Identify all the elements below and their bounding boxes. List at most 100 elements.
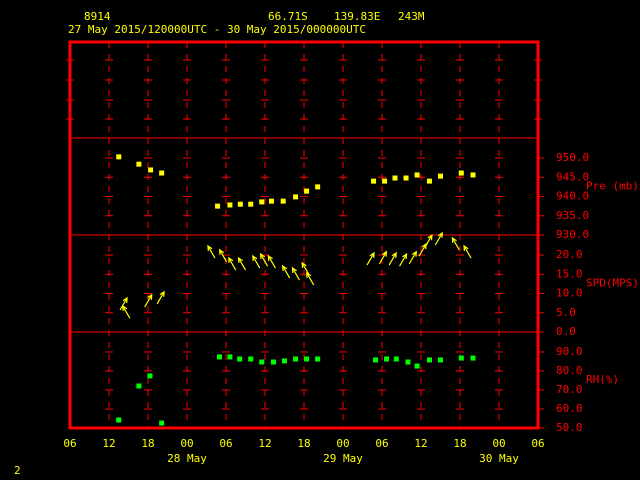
wind-arrow (366, 251, 375, 266)
y-tick-label: 60.0 (556, 402, 583, 415)
wind-arrow (207, 244, 216, 259)
x-tick-label: 18 (297, 437, 310, 450)
x-tick-label: 00 (492, 437, 505, 450)
x-tick-label: 06 (531, 437, 544, 450)
data-point (269, 198, 274, 204)
wind-arrow (259, 252, 269, 267)
page-number: 2 (14, 464, 21, 477)
data-point (270, 359, 276, 365)
y-tick-label: 15.0 (556, 267, 583, 280)
date-label: 28 May (167, 452, 207, 465)
x-tick-label: 00 (180, 437, 193, 450)
data-point (159, 420, 165, 426)
wind-arrow (122, 304, 131, 319)
wind-arrow (408, 250, 417, 265)
elevation: 243M (398, 10, 425, 23)
x-tick-label: 12 (258, 437, 271, 450)
y-tick-label: 20.0 (556, 248, 583, 261)
data-point (148, 167, 154, 173)
data-point (371, 178, 377, 184)
data-point (458, 170, 464, 176)
wind-arrow (434, 231, 443, 246)
data-point (403, 175, 409, 181)
wind-arrow (451, 236, 460, 251)
x-tick-label: 12 (414, 437, 427, 450)
wind-arrow (282, 264, 291, 279)
x-tick-label: 00 (336, 437, 349, 450)
wind-arrow (156, 290, 165, 305)
data-point (438, 173, 443, 179)
wind-arrow (463, 244, 472, 259)
wind-arrow (301, 261, 310, 276)
data-point (136, 161, 142, 167)
wind-arrow (388, 251, 397, 266)
wind-arrow (306, 271, 315, 286)
data-point (470, 355, 476, 361)
data-point (458, 355, 464, 361)
wind-arrow (218, 248, 228, 263)
data-point (304, 356, 310, 362)
data-point (259, 199, 265, 205)
wind-arrow (378, 250, 388, 265)
x-tick-label: 06 (63, 437, 76, 450)
date-label: 30 May (479, 452, 519, 465)
data-point (426, 357, 432, 363)
data-point (237, 356, 243, 362)
data-point (159, 170, 165, 176)
data-point (315, 356, 321, 362)
data-point (293, 356, 299, 362)
station-id: 8914 (84, 10, 111, 23)
data-point (280, 198, 286, 204)
wind-arrow (228, 256, 237, 271)
wind-arrow (267, 254, 276, 269)
wind-arrow (424, 233, 433, 248)
data-point (392, 175, 398, 181)
data-point (373, 357, 378, 363)
y-axis-label: RH(%) (586, 373, 619, 386)
y-tick-label: 70.0 (556, 383, 583, 396)
data-point (405, 359, 411, 365)
wind-arrow (418, 242, 427, 257)
y-tick-label: 50.0 (556, 421, 583, 434)
data-point (116, 154, 122, 160)
data-point (248, 356, 254, 362)
data-point (384, 356, 390, 362)
data-point (227, 202, 233, 208)
data-point (217, 354, 222, 360)
y-axis-label: SPD(MPS) (586, 277, 639, 290)
wind-arrow (237, 256, 247, 271)
data-point (147, 373, 153, 379)
data-point (414, 172, 420, 178)
y-tick-label: 940.0 (556, 190, 589, 203)
y-tick-label: 0.0 (556, 325, 576, 338)
y-tick-label: 90.0 (556, 345, 583, 358)
data-point (426, 178, 432, 184)
y-axis-label: Pre (mb) (586, 180, 639, 193)
data-point (282, 358, 287, 364)
y-tick-label: 945.0 (556, 170, 589, 183)
date-label: 29 May (323, 452, 363, 465)
y-tick-label: 80.0 (556, 364, 583, 377)
data-point (304, 188, 310, 194)
x-tick-label: 12 (102, 437, 115, 450)
data-point (315, 184, 321, 190)
y-tick-label: 950.0 (556, 151, 589, 164)
data-point (248, 201, 254, 207)
data-point (438, 357, 443, 363)
wind-arrow (144, 293, 153, 308)
data-point (259, 359, 265, 365)
latitude: 66.71S (268, 10, 308, 23)
data-point (393, 356, 399, 362)
x-tick-label: 06 (375, 437, 388, 450)
x-tick-label: 18 (141, 437, 154, 450)
x-tick-label: 06 (219, 437, 232, 450)
longitude: 139.83E (334, 10, 380, 23)
wind-arrow (291, 266, 300, 281)
data-point (136, 383, 142, 389)
wind-arrow (119, 296, 128, 311)
period: 27 May 2015/120000UTC - 30 May 2015/0000… (68, 23, 366, 36)
wind-arrow (252, 254, 261, 269)
y-tick-label: 935.0 (556, 209, 589, 222)
